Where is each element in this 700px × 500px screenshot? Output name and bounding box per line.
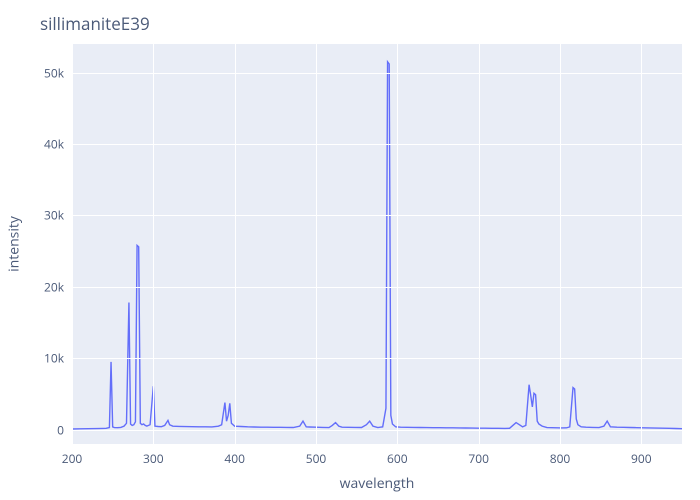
grid-line-h <box>72 358 682 359</box>
x-tick-label: 300 <box>143 450 164 467</box>
x-tick-label: 200 <box>62 450 83 467</box>
x-tick-label: 400 <box>224 450 245 467</box>
y-tick-label: 30k <box>24 207 64 224</box>
grid-line-v <box>316 44 317 444</box>
y-tick-label: 20k <box>24 278 64 295</box>
y-axis-label: intensity <box>5 216 24 272</box>
plot-area[interactable] <box>72 44 682 444</box>
grid-line-v <box>479 44 480 444</box>
grid-line-v <box>560 44 561 444</box>
y-tick-label: 50k <box>24 64 64 81</box>
x-tick-label: 700 <box>468 450 489 467</box>
spectrum-path <box>72 62 682 429</box>
chart-container: sillimaniteE39 intensity wavelength 0 10k… <box>0 0 700 500</box>
spectrum-line <box>72 44 682 444</box>
grid-line-h <box>72 144 682 145</box>
grid-line-h <box>72 430 682 431</box>
chart-title: sillimaniteE39 <box>40 12 150 35</box>
x-tick-label: 900 <box>631 450 652 467</box>
grid-line-h <box>72 73 682 74</box>
y-tick-label: 10k <box>24 350 64 367</box>
x-tick-label: 600 <box>387 450 408 467</box>
x-tick-label: 500 <box>306 450 327 467</box>
grid-line-v <box>641 44 642 444</box>
x-tick-label: 800 <box>550 450 571 467</box>
y-tick-label: 40k <box>24 136 64 153</box>
grid-line-h <box>72 215 682 216</box>
y-tick-label: 0 <box>24 421 64 438</box>
grid-line-v <box>235 44 236 444</box>
grid-line-v <box>397 44 398 444</box>
x-axis-label: wavelength <box>340 474 415 493</box>
grid-line-v <box>72 44 73 444</box>
grid-line-v <box>153 44 154 444</box>
grid-line-h <box>72 287 682 288</box>
